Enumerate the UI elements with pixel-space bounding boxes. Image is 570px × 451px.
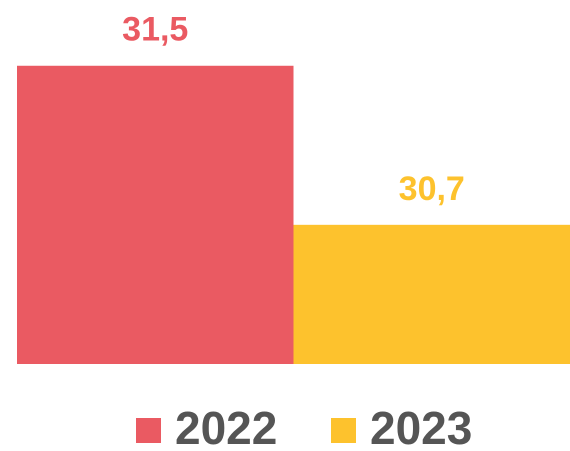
value-label: 31,5 bbox=[122, 11, 188, 49]
legend-label: 2023 bbox=[370, 402, 472, 451]
value-label: 30,7 bbox=[399, 170, 465, 208]
legend-swatch bbox=[136, 418, 161, 443]
legend-swatch bbox=[331, 418, 356, 443]
legend-label: 2022 bbox=[175, 402, 277, 451]
bar bbox=[17, 65, 294, 364]
bar bbox=[293, 224, 570, 364]
